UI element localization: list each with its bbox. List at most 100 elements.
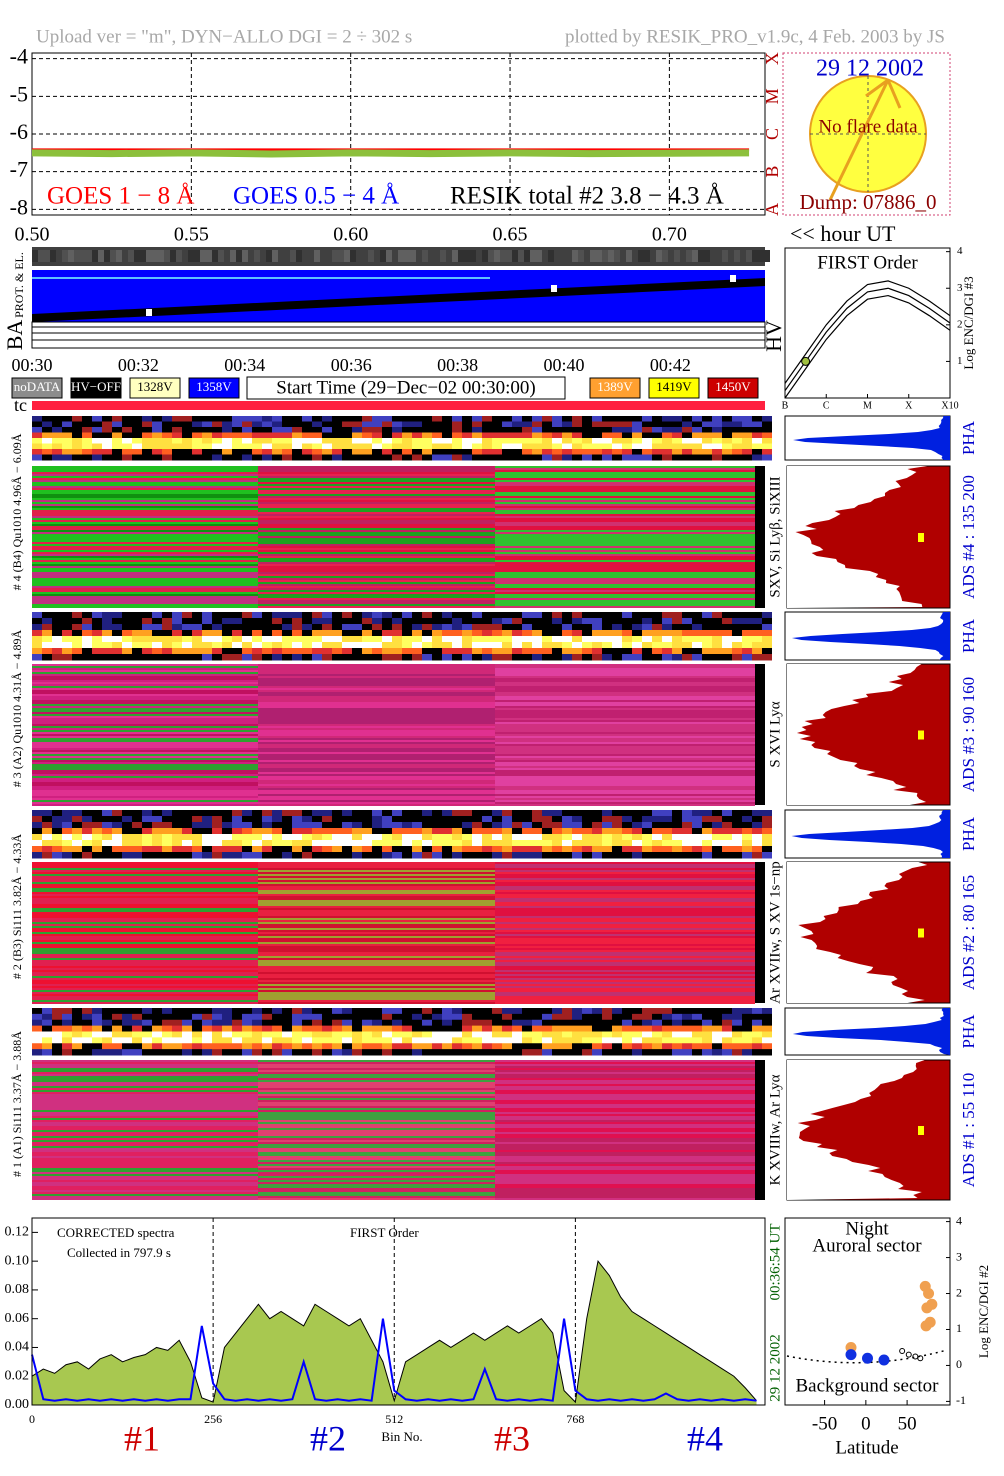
pha-cell [322, 654, 332, 661]
spectrogram-row [258, 674, 495, 676]
pha-cell [532, 642, 542, 649]
spectrogram-row [32, 944, 258, 946]
pha-cell [702, 443, 712, 450]
spectrogram-row [258, 992, 495, 994]
pha-cell [172, 1013, 182, 1021]
status-cell [50, 250, 56, 262]
pha-cell [132, 1008, 142, 1015]
pha-cell [182, 443, 192, 450]
pha-cell [202, 432, 212, 439]
pha-cell [472, 834, 482, 841]
status-cell [392, 250, 398, 262]
pha-cell [132, 432, 142, 439]
pha-cell [632, 828, 642, 835]
pha-cell [352, 1025, 362, 1032]
spectrogram-row [495, 520, 755, 522]
pha-cell [262, 828, 272, 835]
pha-cell [552, 810, 562, 817]
pha-cell [152, 1025, 162, 1032]
spectrogram-row [258, 738, 495, 740]
spectrogram-row [32, 516, 258, 518]
pha-cell [532, 1013, 542, 1021]
pha-cell [32, 1031, 42, 1038]
status-cell [662, 250, 668, 262]
curve [784, 294, 951, 399]
spectrogram-row [258, 468, 495, 470]
status-cell [482, 250, 488, 262]
pha-cell [572, 822, 582, 829]
spectrogram-row [495, 778, 755, 780]
pha-cell [412, 421, 422, 428]
spectrogram-row [495, 554, 755, 556]
spectrogram-row [258, 716, 495, 718]
status-cell [590, 250, 596, 262]
pha-hist [793, 416, 950, 460]
status-cell [296, 250, 302, 262]
pha-cell [32, 1008, 42, 1015]
pha-cell [302, 1025, 312, 1032]
pha-cell [102, 624, 112, 631]
pha-cell [252, 443, 262, 450]
spectrogram-row [32, 904, 258, 906]
pha-cell [572, 654, 582, 661]
pha-cell [462, 427, 472, 433]
spectrogram-row [32, 600, 258, 602]
pha-cell [182, 427, 192, 433]
ads-label: ADS #4 : 135 200 [959, 475, 978, 599]
pha-cell [762, 816, 772, 823]
status-cell [452, 250, 458, 262]
pha-cell [312, 642, 322, 649]
pha-cell [482, 816, 492, 823]
pha-cell [162, 624, 172, 631]
pha-cell [652, 1019, 662, 1027]
pha-cell [232, 846, 242, 853]
spectrogram-row [258, 696, 495, 698]
annotation: Night [845, 1218, 889, 1239]
pha-cell [742, 1031, 752, 1038]
status-cell [224, 250, 230, 262]
spectrogram-row [32, 1120, 258, 1122]
spectrogram-row [258, 484, 495, 486]
pha-cell [682, 648, 692, 655]
pha-cell [362, 1019, 372, 1027]
spectrogram-row [32, 744, 258, 746]
pha-cell [432, 427, 442, 433]
pha-cell [122, 432, 132, 439]
pha-cell [162, 852, 172, 859]
pha-cell [272, 438, 282, 444]
pha-cell [532, 840, 542, 847]
pha-cell [722, 834, 732, 841]
pha-cell [302, 642, 312, 649]
pha-cell [692, 1008, 702, 1015]
pha-cell [162, 1031, 172, 1038]
pha-cell [682, 1049, 692, 1056]
pha-cell [112, 822, 122, 829]
spectrogram-row [495, 980, 755, 982]
pha-cell [592, 1031, 602, 1038]
pha-cell [632, 1025, 642, 1032]
spectrogram-row [258, 546, 495, 548]
pha-cell [202, 1043, 212, 1050]
pha-cell [342, 421, 352, 428]
spectrogram-row [32, 920, 258, 922]
spectrogram-row [495, 1134, 755, 1136]
pha-cell [722, 630, 732, 637]
spectrogram-row [495, 1146, 755, 1148]
pha-cell [432, 834, 442, 841]
pha-cell [622, 852, 632, 859]
side-label: 29 12 2002 [767, 1334, 783, 1402]
pha-cell [142, 654, 152, 661]
pha-cell [562, 1031, 572, 1038]
pha-cell [102, 1043, 112, 1050]
pha-cell [322, 438, 332, 444]
pha-cell [732, 852, 742, 859]
pha-cell [172, 822, 182, 829]
pha-cell [382, 1025, 392, 1032]
spectrogram-row [495, 968, 755, 970]
pha-cell [502, 438, 512, 444]
pha-cell [552, 1049, 562, 1056]
pha-cell [682, 624, 692, 631]
pha-cell [662, 648, 672, 655]
pha-cell [182, 840, 192, 847]
pha-cell [602, 828, 612, 835]
